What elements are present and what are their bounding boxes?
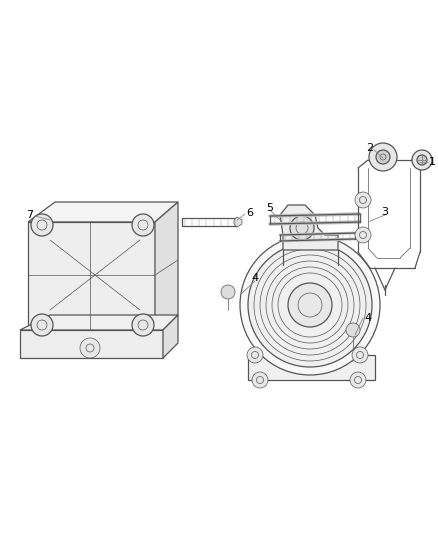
Polygon shape xyxy=(234,217,242,227)
Circle shape xyxy=(376,150,390,164)
Circle shape xyxy=(288,283,332,327)
Text: 4: 4 xyxy=(251,273,258,283)
Polygon shape xyxy=(20,330,163,358)
Circle shape xyxy=(412,150,432,170)
Text: 7: 7 xyxy=(26,210,34,220)
Polygon shape xyxy=(20,315,178,330)
Circle shape xyxy=(417,155,427,165)
Polygon shape xyxy=(28,222,155,330)
Circle shape xyxy=(221,285,235,299)
Polygon shape xyxy=(163,315,178,358)
Circle shape xyxy=(350,372,366,388)
Circle shape xyxy=(31,314,53,336)
Circle shape xyxy=(369,143,397,171)
Circle shape xyxy=(290,216,314,240)
Polygon shape xyxy=(280,205,338,250)
Circle shape xyxy=(132,214,154,236)
Text: 6: 6 xyxy=(247,208,254,218)
Text: 2: 2 xyxy=(367,143,374,153)
Polygon shape xyxy=(248,355,375,380)
Circle shape xyxy=(240,235,380,375)
Circle shape xyxy=(352,347,368,363)
Polygon shape xyxy=(28,202,178,222)
Text: 1: 1 xyxy=(428,157,435,167)
Text: 5: 5 xyxy=(266,203,273,213)
Circle shape xyxy=(248,243,372,367)
Circle shape xyxy=(252,372,268,388)
Text: 3: 3 xyxy=(381,207,389,217)
Circle shape xyxy=(247,347,263,363)
Text: 4: 4 xyxy=(364,313,371,323)
Circle shape xyxy=(31,214,53,236)
Polygon shape xyxy=(155,202,178,330)
Circle shape xyxy=(132,314,154,336)
Circle shape xyxy=(80,338,100,358)
Circle shape xyxy=(355,192,371,208)
Circle shape xyxy=(355,227,371,243)
Circle shape xyxy=(346,323,360,337)
